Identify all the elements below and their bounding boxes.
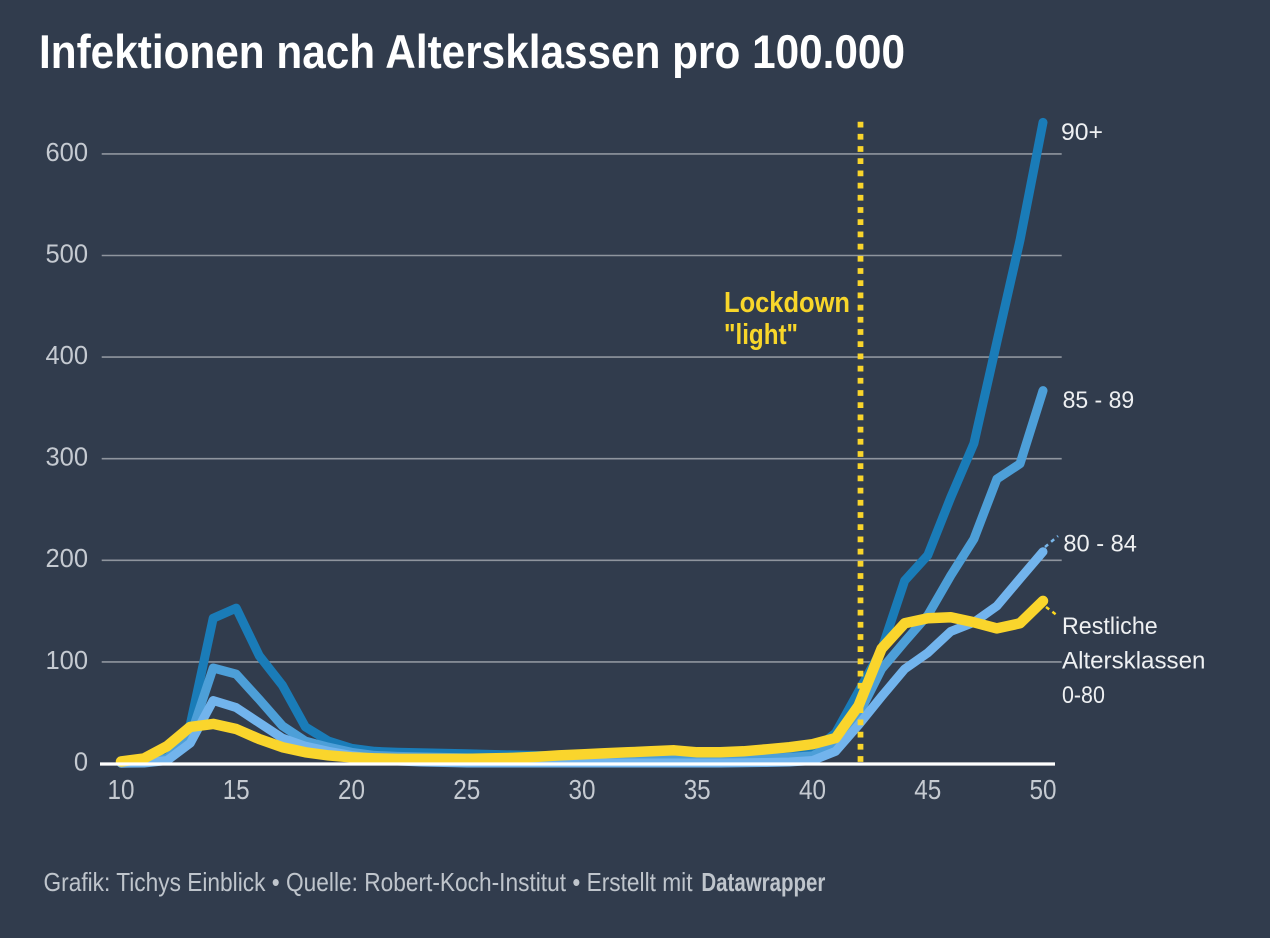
svg-text:100: 100 <box>45 647 88 675</box>
svg-text:10: 10 <box>108 774 135 805</box>
svg-text:20: 20 <box>338 774 365 805</box>
svg-text:15: 15 <box>223 774 250 805</box>
svg-text:25: 25 <box>453 774 480 805</box>
svg-text:Lockdown: Lockdown <box>724 287 850 319</box>
svg-text:Datawrapper: Datawrapper <box>701 867 825 897</box>
svg-text:200: 200 <box>45 545 88 573</box>
svg-text:Grafik: Tichys Einblick • Quel: Grafik: Tichys Einblick • Quelle: Robert… <box>44 867 694 897</box>
svg-text:0-80: 0-80 <box>1062 682 1105 709</box>
svg-text:Altersklassen: Altersklassen <box>1062 648 1205 675</box>
svg-text:90+: 90+ <box>1061 119 1103 146</box>
svg-text:85 - 89: 85 - 89 <box>1063 387 1135 414</box>
svg-text:300: 300 <box>45 444 88 472</box>
svg-text:0: 0 <box>74 749 88 777</box>
svg-text:600: 600 <box>45 139 88 167</box>
svg-text:50: 50 <box>1030 774 1057 805</box>
svg-text:Restliche: Restliche <box>1062 613 1158 640</box>
svg-text:500: 500 <box>45 241 88 269</box>
svg-text:45: 45 <box>914 774 941 805</box>
svg-text:30: 30 <box>569 774 596 805</box>
svg-text:80 - 84: 80 - 84 <box>1063 531 1137 558</box>
svg-text:40: 40 <box>799 774 826 805</box>
svg-text:400: 400 <box>45 342 88 370</box>
svg-text:"light": "light" <box>724 319 798 351</box>
svg-text:35: 35 <box>684 774 711 805</box>
svg-text:Infektionen nach Altersklassen: Infektionen nach Altersklassen pro 100.0… <box>39 25 905 78</box>
